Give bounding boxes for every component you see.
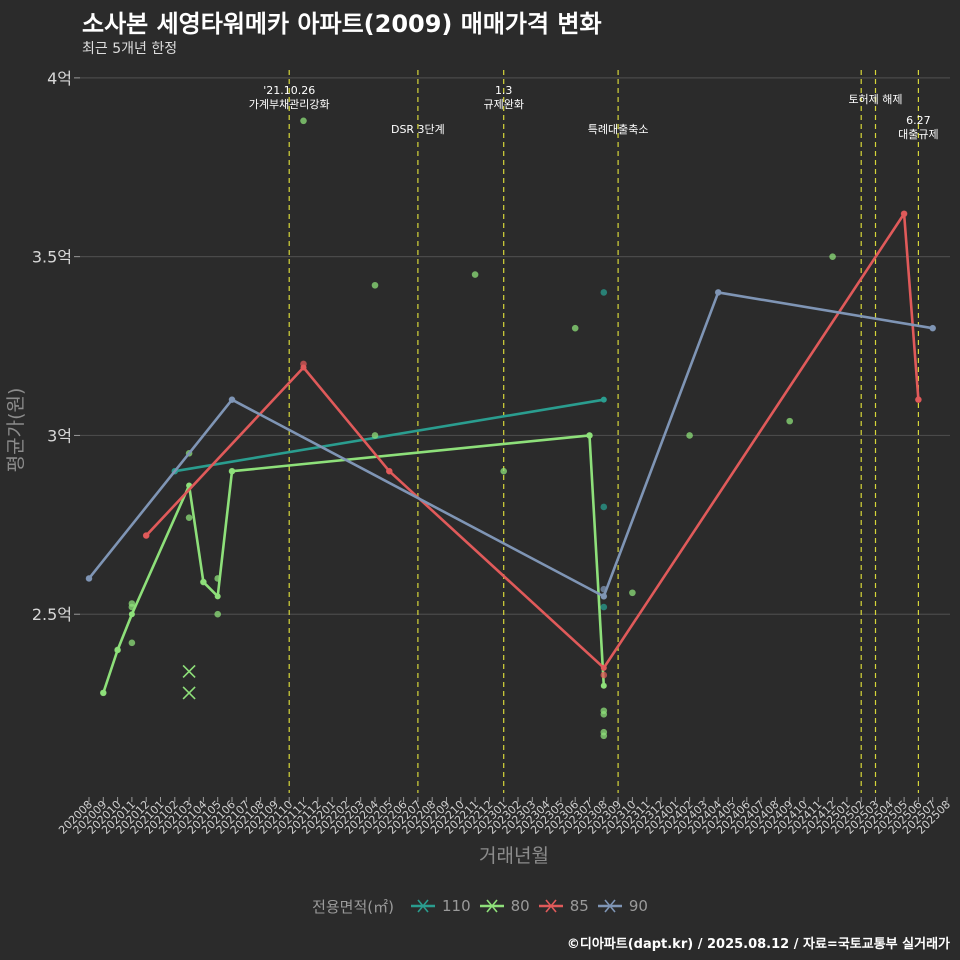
data-point xyxy=(600,603,608,611)
event-label: 규제완화 xyxy=(483,98,523,111)
source-caption: ©디아파트(dapt.kr) / 2025.08.12 / 자료=국토교통부 실… xyxy=(566,937,950,952)
legend-key-icon xyxy=(410,899,435,913)
series-line xyxy=(102,434,606,694)
legend-label: 110 xyxy=(441,897,471,915)
series-vertex xyxy=(386,468,393,475)
legend-label: 85 xyxy=(569,897,589,915)
data-point xyxy=(686,432,693,439)
data-point xyxy=(600,711,608,718)
series-line xyxy=(145,212,920,670)
legend-key-cross xyxy=(604,899,616,913)
series-vertex xyxy=(100,689,107,696)
event-label: DSR 3단계 xyxy=(391,123,445,136)
series-vertex xyxy=(229,396,235,403)
series-vertex xyxy=(214,593,221,600)
series-vertex xyxy=(915,396,922,403)
axis-layer: 2.5억3억3.5억4억2020082020092020102020112020… xyxy=(32,69,953,837)
data-point xyxy=(786,417,793,425)
legend-key-icon xyxy=(538,899,563,913)
legend-item: 80 xyxy=(479,897,530,915)
data-point xyxy=(829,253,836,260)
event-label: 6.27 xyxy=(906,114,931,127)
data-point xyxy=(571,324,579,332)
grid-layer xyxy=(80,77,950,615)
y-tick-label: 3.5억 xyxy=(32,248,72,267)
series-vertex xyxy=(600,664,607,671)
x-marker xyxy=(182,664,196,678)
data-point xyxy=(471,271,479,278)
legend-key-icon xyxy=(597,899,622,913)
series-vertex xyxy=(300,364,307,371)
x-marker-stroke xyxy=(182,664,196,678)
series-vertex xyxy=(200,579,207,586)
data-point xyxy=(185,514,193,521)
series-vertex xyxy=(929,325,936,332)
legend-title: 전용면적(㎡) xyxy=(312,897,394,916)
chart-subtitle: 최근 5개년 한정 xyxy=(82,41,178,57)
series-vertex xyxy=(114,646,121,653)
series-vertex xyxy=(143,532,150,539)
series-vertex xyxy=(229,468,235,475)
y-tick-label: 3억 xyxy=(47,426,72,445)
series-vertex xyxy=(600,396,607,403)
legend-item: 110 xyxy=(410,897,471,915)
event-label: 대출규제 xyxy=(898,128,938,141)
series-vertex xyxy=(901,210,908,217)
x-marker xyxy=(182,686,196,700)
series-vertex xyxy=(600,593,607,600)
series-vertex xyxy=(586,432,593,439)
data-point xyxy=(600,732,608,740)
data-point xyxy=(629,589,636,597)
data-point xyxy=(371,432,379,439)
legend-key-icon xyxy=(479,899,504,913)
legend-item: 90 xyxy=(597,897,648,915)
legend-key-cross xyxy=(545,899,557,913)
data-point xyxy=(600,289,608,296)
data-point xyxy=(214,610,221,618)
data-point xyxy=(500,467,508,475)
series-vertex xyxy=(600,682,607,689)
data-point xyxy=(371,281,379,289)
series-vertex xyxy=(128,611,135,618)
legend-key-cross xyxy=(417,899,429,913)
series-vertex xyxy=(715,289,722,296)
series-vertex xyxy=(86,575,92,582)
y-tick-label: 2.5억 xyxy=(32,605,72,624)
data-point xyxy=(128,639,136,647)
chart-title: 소사본 세영타워메카 아파트(2009) 매매가격 변화 xyxy=(82,10,602,38)
legend-item: 85 xyxy=(538,897,589,915)
event-label: '21.10.26 xyxy=(263,84,315,97)
series-line xyxy=(174,398,605,473)
legend-label: 80 xyxy=(510,897,530,915)
legend-key-cross xyxy=(486,899,498,913)
event-label: 토허제 해제 xyxy=(848,92,902,106)
y-axis-title: 평균가(원) xyxy=(5,388,27,473)
legend-label: 90 xyxy=(628,897,648,915)
data-point xyxy=(300,117,307,125)
event-label: 1.3 xyxy=(495,84,513,97)
x-marker-stroke xyxy=(182,686,196,700)
data-point xyxy=(600,671,608,679)
series-layer xyxy=(85,117,936,740)
legend: 전용면적(㎡) 110 80 85 90 xyxy=(0,894,960,918)
data-point xyxy=(600,503,608,511)
event-label: 특례대출축소 xyxy=(588,123,649,136)
event-label: 가계부채관리강화 xyxy=(249,98,330,111)
y-tick-label: 4억 xyxy=(47,69,72,88)
x-axis-title: 거래년월 xyxy=(479,845,549,867)
